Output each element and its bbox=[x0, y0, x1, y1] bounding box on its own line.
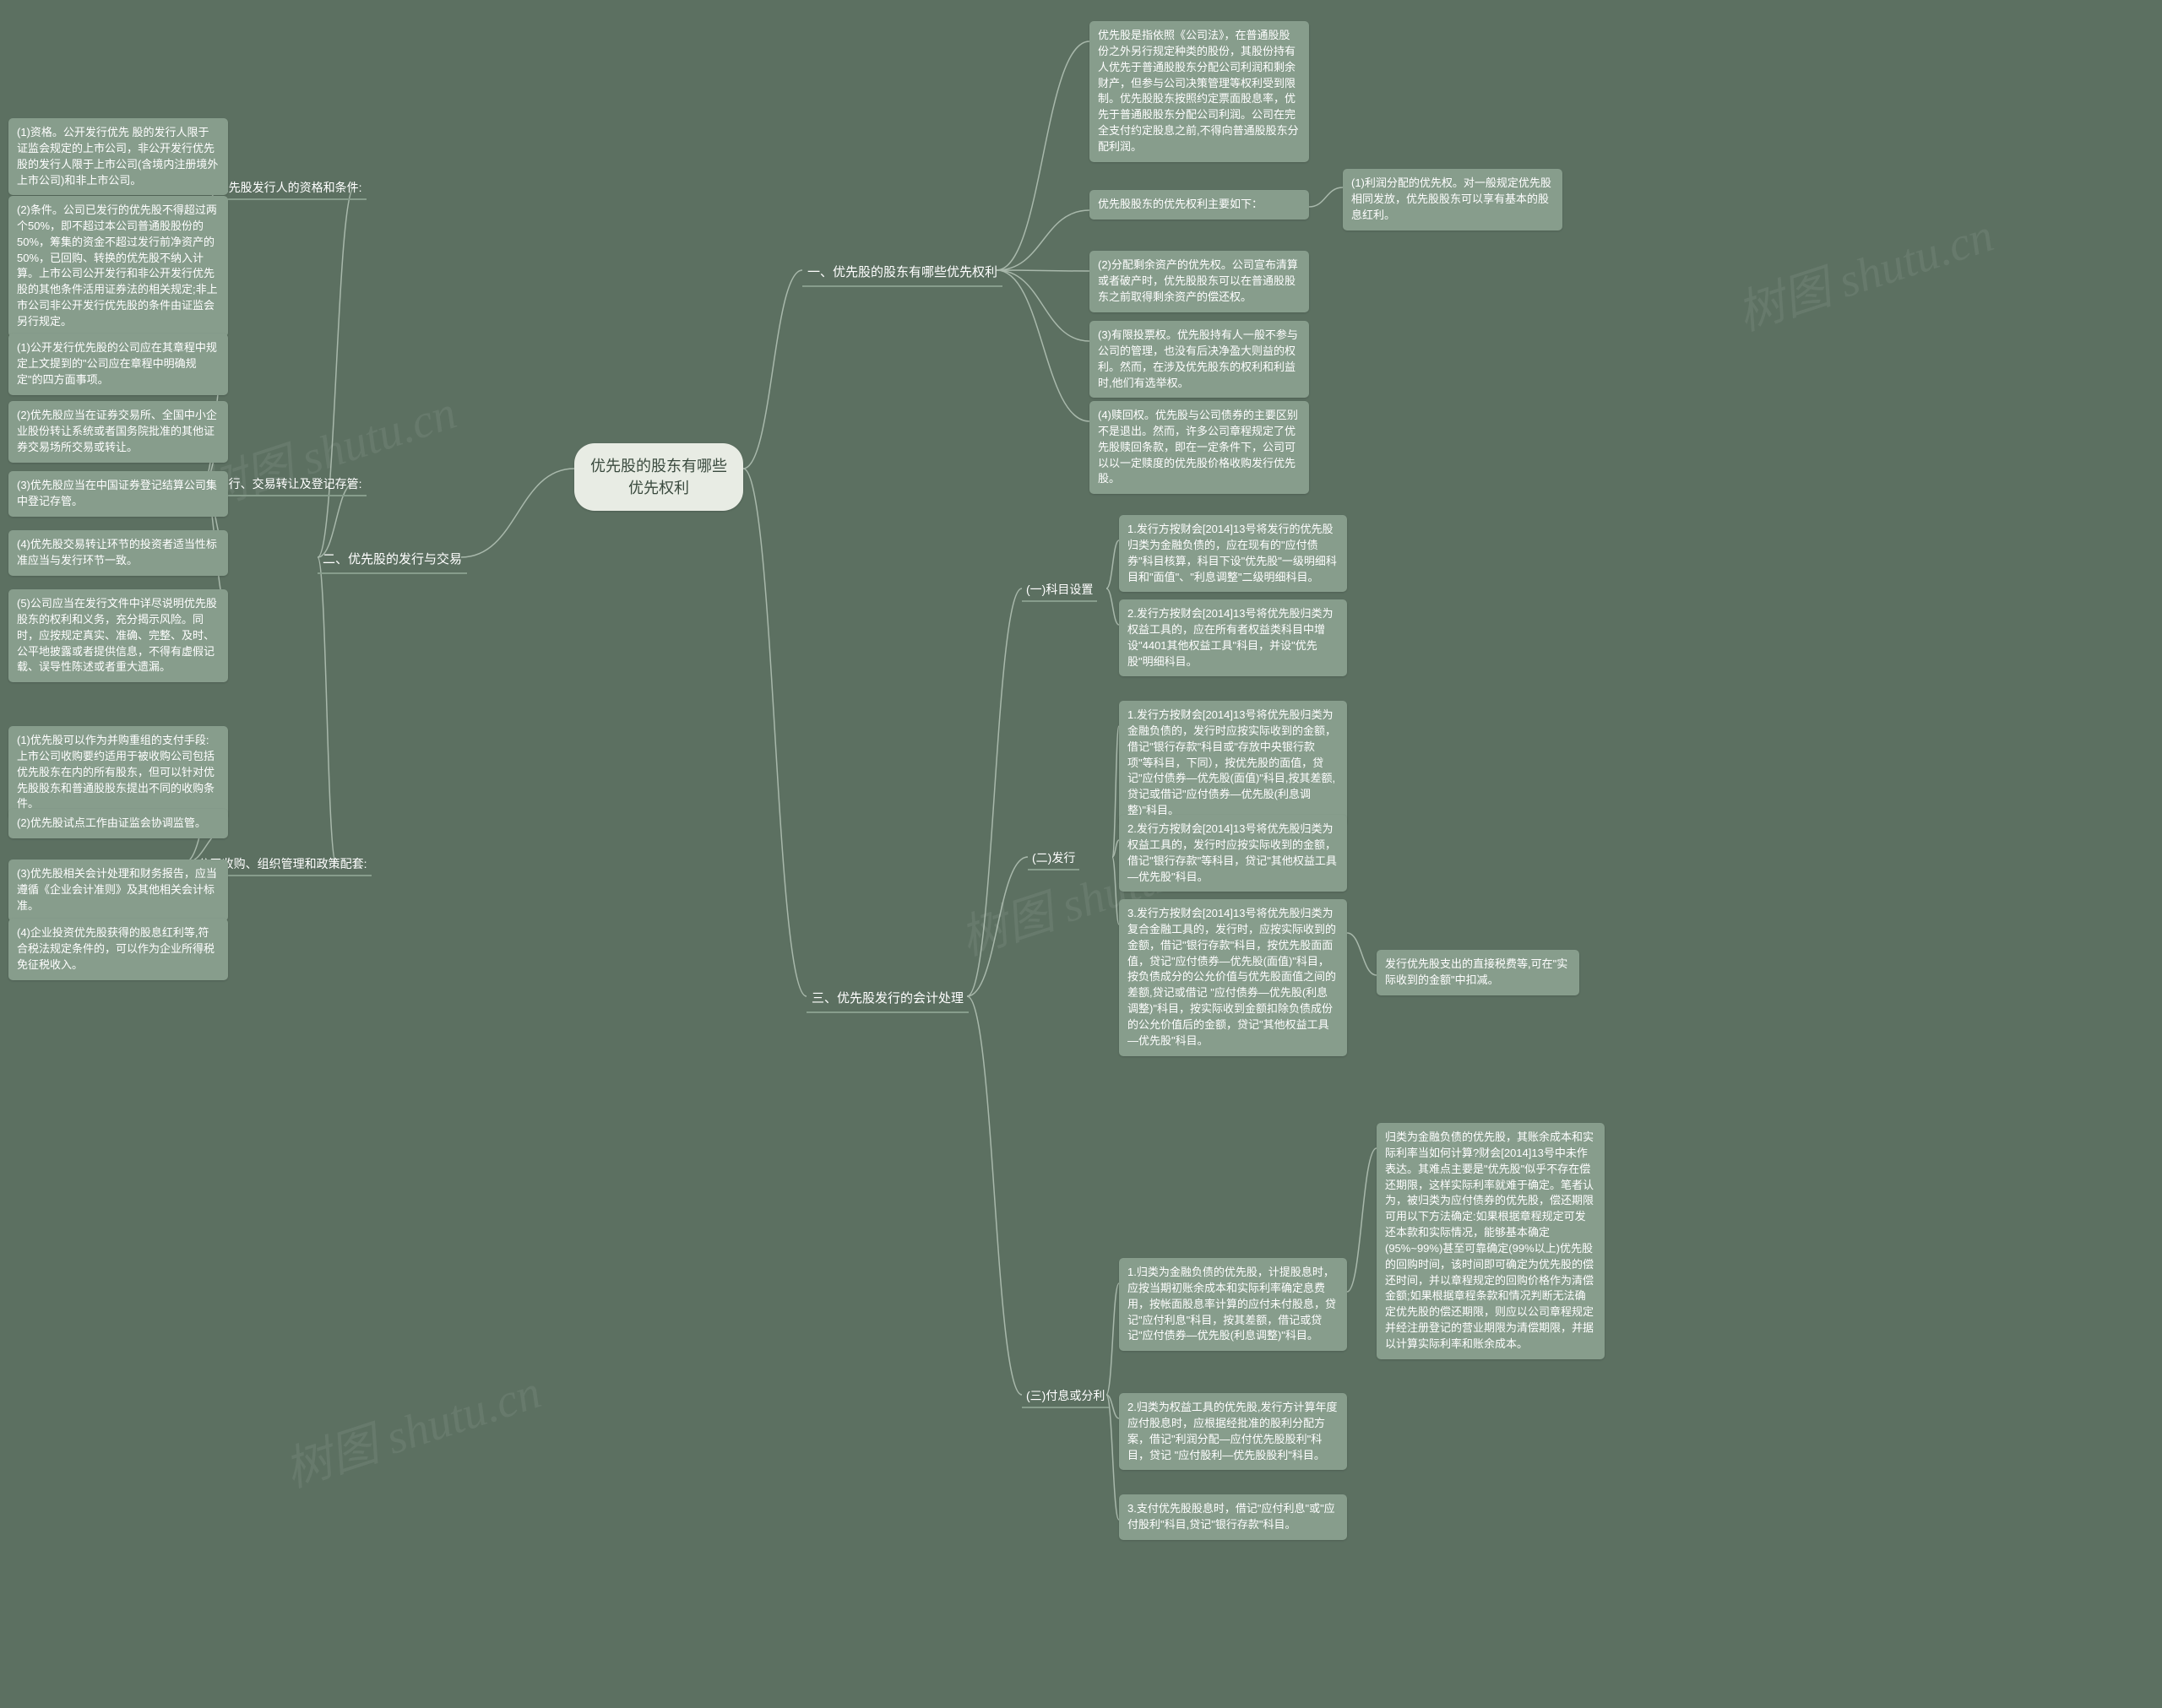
branch-rights: 一、优先股的股东有哪些优先权利 bbox=[802, 260, 1002, 287]
watermark: 树图 shutu.cn bbox=[1727, 197, 2001, 344]
leaf-left-2: (1)公开发行优先股的公司应在其章程中规定上文提到的"公司应在章程中明确规定"的… bbox=[8, 333, 228, 395]
leaf-r2b-2: 3.发行方按财会[2014]13号将优先股归类为复合金融工具的，发行时，应按实际… bbox=[1119, 899, 1347, 1056]
watermark: 树图 shutu.cn bbox=[190, 374, 464, 521]
leaf-left-4: (3)优先股应当在中国证券登记结算公司集中登记存管。 bbox=[8, 471, 228, 517]
leaf-r2c-0-extra-0: 归类为金融负债的优先股，其账余成本和实际利率当如何计算?财会[2014]13号中… bbox=[1377, 1123, 1605, 1359]
leaf-r2b-1: 2.发行方按财会[2014]13号将优先股归类为权益工具的，发行时应按实际收到的… bbox=[1119, 815, 1347, 892]
leaf-r2c-1: 2.归类为权益工具的优先股,发行方计算年度应付股息时，应根据经批准的股利分配方案… bbox=[1119, 1393, 1347, 1470]
leaf-r2c-0: 1.归类为金融负债的优先股，计提股息时，应按当期初账余成本和实际利率确定息费用，… bbox=[1119, 1258, 1347, 1351]
leaf-r1-1-extra-0: (1)利润分配的优先权。对一般规定优先股相同发放，优先股股东可以享有基本的股息红… bbox=[1343, 169, 1562, 230]
leaf-r2c-2: 3.支付优先股股息时，借记"应付利息"或"应付股利"科目,贷记"银行存款"科目。 bbox=[1119, 1494, 1347, 1540]
watermark: 树图 shutu.cn bbox=[274, 1353, 548, 1500]
leaf-r2a-1: 2.发行方按财会[2014]13号将优先股归类为权益工具的，应在所有者权益类科目… bbox=[1119, 599, 1347, 676]
sub-R2a: (一)科目设置 bbox=[1022, 578, 1097, 602]
leaf-left-10: (4)企业投资优先股获得的股息红利等,符合税法规定条件的，可以作为企业所得税免征… bbox=[8, 919, 228, 980]
leaf-r2b-2-extra-0: 发行优先股支出的直接税费等,可在"实际收到的金额"中扣减。 bbox=[1377, 950, 1579, 995]
leaf-left-7: (1)优先股可以作为并购重组的支付手段:上市公司收购要约适用于被收购公司包括优先… bbox=[8, 726, 228, 819]
branch-accounting: 三、优先股发行的会计处理 bbox=[807, 986, 969, 1013]
leaf-left-9: (3)优先股相关会计处理和财务报告，应当遵循《企业会计准则》及其他相关会计标准。 bbox=[8, 859, 228, 921]
leaf-left-8: (2)优先股试点工作由证监会协调监管。 bbox=[8, 809, 228, 838]
leaf-r1-3: (3)有限投票权。优先股持有人一般不参与公司的管理，也没有后决净盈大则益的权利。… bbox=[1089, 321, 1309, 398]
leaf-left-1: (2)条件。公司已发行的优先股不得超过两个50%，即不超过本公司普通股股份的50… bbox=[8, 196, 228, 337]
leaf-r2a-0: 1.发行方按财会[2014]13号将发行的优先股归类为金融负债的，应在现有的"应… bbox=[1119, 515, 1347, 592]
root-node: 优先股的股东有哪些优先权利 bbox=[574, 443, 743, 511]
branch-issuance: 二、优先股的发行与交易 bbox=[318, 547, 467, 574]
leaf-r1-0: 优先股是指依照《公司法》，在普通股股份之外另行规定种类的股份，其股份持有人优先于… bbox=[1089, 21, 1309, 162]
leaf-left-6: (5)公司应当在发行文件中详尽说明优先股股东的权利和义务，充分揭示风险。同时，应… bbox=[8, 589, 228, 682]
leaf-r1-2: (2)分配剩余资产的优先权。公司宣布清算或者破产时，优先股股东可以在普通股股东之… bbox=[1089, 251, 1309, 312]
leaf-left-3: (2)优先股应当在证券交易所、全国中小企业股份转让系统或者国务院批准的其他证券交… bbox=[8, 401, 228, 463]
sub-R2c: (三)付息或分利 bbox=[1022, 1385, 1109, 1408]
leaf-r1-1: 优先股股东的优先权利主要如下： bbox=[1089, 190, 1309, 220]
sub-R2b: (二)发行 bbox=[1028, 847, 1079, 870]
leaf-r1-4: (4)赎回权。优先股与公司债券的主要区别不是退出。然而，许多公司章程规定了优先股… bbox=[1089, 401, 1309, 494]
leaf-left-5: (4)优先股交易转让环节的投资者适当性标准应当与发行环节一致。 bbox=[8, 530, 228, 576]
leaf-left-0: (1)资格。公开发行优先 股的发行人限于证监会规定的上市公司，非公开发行优先股的… bbox=[8, 118, 228, 195]
leaf-r2b-0: 1.发行方按财会[2014]13号将优先股归类为金融负债的，发行时应按实际收到的… bbox=[1119, 701, 1347, 826]
